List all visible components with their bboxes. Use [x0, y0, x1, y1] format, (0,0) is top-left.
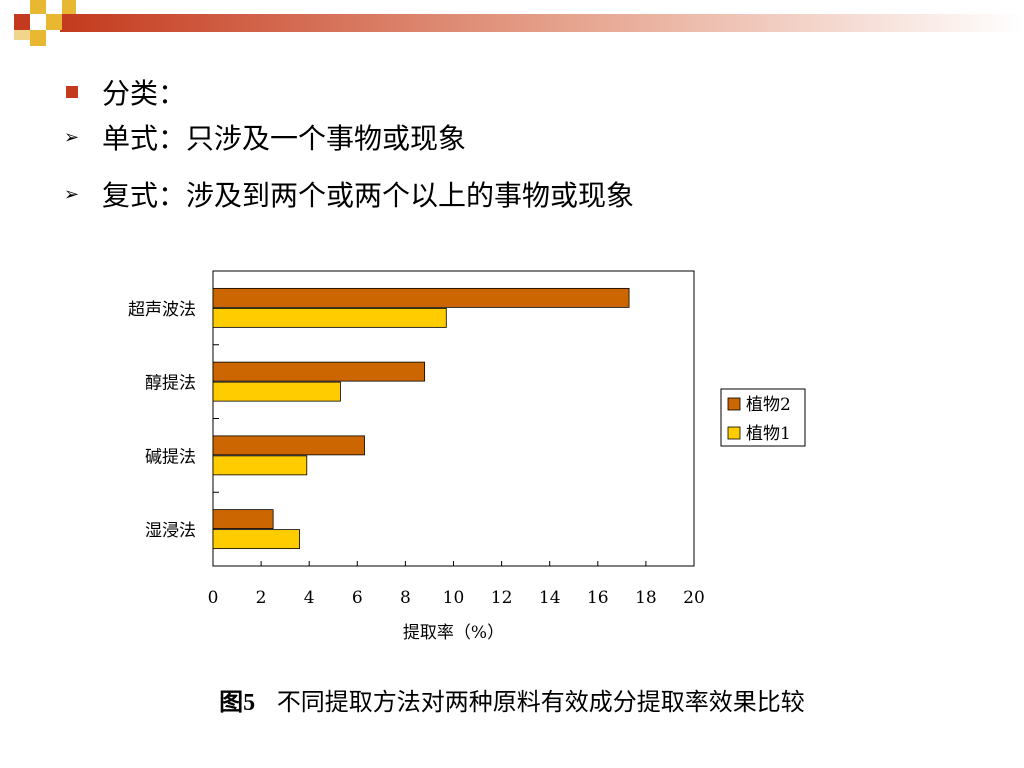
bar-植物2-醇提法: [212, 361, 426, 382]
square-bullet-icon: [62, 86, 102, 98]
bar-植物1-碱提法: [212, 455, 308, 476]
legend-swatch: [727, 397, 741, 411]
category-label: 碱提法: [145, 447, 196, 467]
category-label: 超声波法: [128, 300, 196, 320]
x-tick-label: 20: [683, 588, 705, 608]
x-tick-label: 4: [304, 588, 315, 608]
legend-label: 植物1: [746, 424, 791, 444]
bar-植物2-碱提法: [212, 435, 365, 456]
category-label: 醇提法: [145, 374, 196, 394]
bar-植物2-超声波法: [212, 287, 630, 308]
x-axis-title: 提取率（%）: [403, 623, 504, 643]
legend-swatch: [727, 426, 741, 440]
x-tick-label: 6: [352, 588, 363, 608]
figure-number: 图5: [219, 690, 256, 716]
x-tick-label: 2: [256, 588, 267, 608]
arrow-bullet-icon: ➢: [64, 126, 80, 148]
bullet-text: 分类：: [102, 77, 187, 110]
header-decoration: [14, 0, 1024, 46]
caption-text: 不同提取方法对两种原料有效成分提取率效果比较: [276, 688, 805, 716]
x-tick-label: 12: [491, 588, 513, 608]
bullet-text: 单式：只涉及一个事物或现象: [102, 122, 467, 155]
x-tick-label: 18: [635, 588, 657, 608]
bar-植物1-湿浸法: [212, 529, 300, 550]
legend-label: 植物2: [746, 395, 791, 415]
bullet-item-simple: ➢ 单式：只涉及一个事物或现象: [62, 117, 466, 157]
arrow-bullet-icon: ➢: [64, 183, 80, 205]
bar-植物2-湿浸法: [212, 509, 274, 530]
x-tick-label: 14: [539, 588, 561, 608]
bar-植物1-超声波法: [212, 307, 447, 328]
bullet-item-classification: 分类：: [62, 72, 186, 112]
checker-logo: [14, 0, 76, 46]
x-tick-label: 16: [587, 588, 609, 608]
x-tick-label: 8: [400, 588, 411, 608]
x-tick-label: 0: [208, 588, 219, 608]
bar-植物1-醇提法: [212, 381, 341, 402]
category-label: 湿浸法: [145, 521, 196, 541]
x-tick-label: 10: [443, 588, 465, 608]
bullet-text: 复式：涉及到两个或两个以上的事物或现象: [102, 179, 635, 212]
figure-caption: 图5 不同提取方法对两种原料有效成分提取率效果比较: [0, 682, 1024, 717]
bullet-item-compound: ➢ 复式：涉及到两个或两个以上的事物或现象: [62, 174, 634, 214]
